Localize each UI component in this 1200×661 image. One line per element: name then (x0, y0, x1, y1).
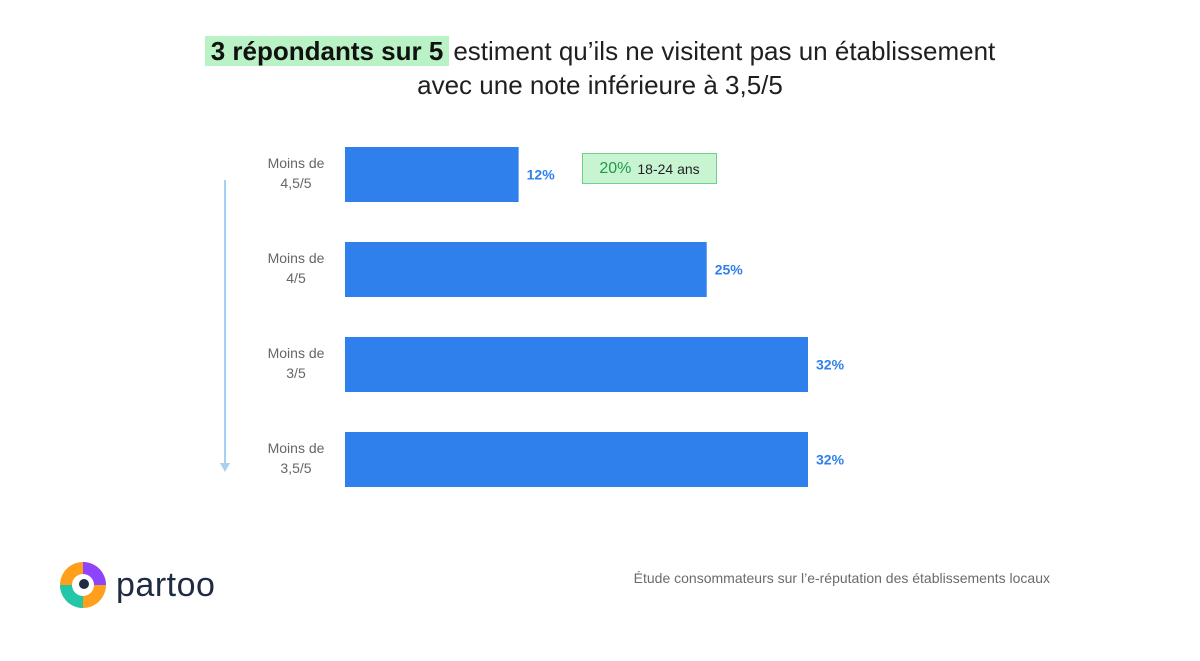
bar-value-label: 25% (715, 262, 744, 278)
bar-value-label: 32% (816, 452, 845, 468)
bar-value-label: 12% (527, 167, 556, 183)
partoo-logo: partoo (58, 560, 215, 610)
title-highlight: 3 répondants sur 5 (204, 36, 450, 66)
category-label: Moins de 4,5/5 (268, 155, 325, 191)
title-line-2: avec une note inférieure à 3,5/5 (417, 70, 783, 100)
category-label: Moins de 3,5/5 (268, 440, 325, 476)
bar (345, 432, 808, 487)
footer-caption: Étude consommateurs sur l’e-réputation d… (633, 570, 1050, 586)
callout-percent: 20% (599, 159, 632, 177)
partoo-logo-icon (60, 562, 106, 608)
title-line-1: 3 répondants sur 5 estiment qu’ils ne vis… (0, 34, 1200, 68)
arrow-down-icon (220, 463, 230, 472)
logo-wordmark: partoo (116, 565, 216, 604)
bar-value-label: 32% (816, 357, 845, 373)
category-label: Moins de 4/5 (268, 250, 325, 286)
callout-label: 18-24 ans (637, 160, 700, 177)
category-label: Moins de 3/5 (268, 345, 325, 381)
title-line-1-text: estiment qu’ils ne visitent pas un établ… (453, 36, 996, 66)
bar (345, 242, 707, 297)
bar (345, 337, 808, 392)
chart-title: 3 répondants sur 5 estiment qu’ils ne vis… (0, 34, 1200, 102)
age-callout: 20% 18-24 ans (582, 153, 717, 184)
bar (345, 147, 519, 202)
